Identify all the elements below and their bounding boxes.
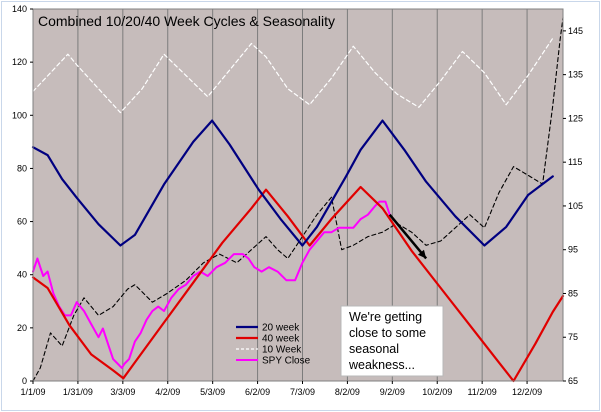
series-line-10-week — [32, 37, 554, 114]
y-right-tick-label: 75 — [568, 332, 578, 342]
y-left-tick-label: 80 — [17, 163, 27, 173]
y-left-tick-label: 60 — [17, 217, 27, 227]
x-tick-label: 5/3/09 — [200, 387, 225, 397]
y-right-tick-label: 145 — [568, 26, 583, 36]
annotation-line-2: close to some — [349, 326, 426, 340]
x-tick-label: 7/3/09 — [290, 387, 315, 397]
series-line-40-week — [31, 185, 565, 383]
y-left-tick-label: 0 — [22, 376, 27, 386]
trend-arrow-line — [388, 213, 428, 260]
x-tick-label: 12/2/09 — [512, 387, 542, 397]
legend-label: 20 week — [262, 323, 300, 334]
trend-arrow-head — [417, 249, 427, 259]
plot-area — [33, 9, 563, 381]
y-left-tick-label: 120 — [12, 57, 27, 67]
annotation-line-3: seasonal — [349, 342, 399, 356]
annotation-box: We're getting close to some seasonal wea… — [340, 305, 444, 377]
x-tick-label: 1/1/09 — [20, 387, 45, 397]
y-right-tick-label: 115 — [568, 157, 582, 167]
y-right-tick-label: 105 — [568, 201, 583, 211]
x-tick-label: 8/2/09 — [335, 387, 360, 397]
y-left-tick-label: 100 — [12, 110, 27, 120]
x-tick-label: 11/2/09 — [467, 387, 496, 397]
chart-title: Combined 10/20/40 Week Cycles & Seasonal… — [38, 13, 335, 29]
x-tick-label: 4/2/09 — [155, 387, 180, 397]
x-tick-label: 1/31/09 — [63, 387, 93, 397]
y-right-tick-label: 125 — [568, 113, 583, 123]
legend-label: 40 week — [262, 334, 300, 345]
annotation-line-1: We're getting — [349, 310, 422, 324]
x-tick-label: 10/2/09 — [422, 387, 452, 397]
y-left-tick-label: 20 — [17, 323, 27, 333]
series-line-20-week — [31, 119, 554, 247]
x-tick-label: 6/2/09 — [245, 387, 270, 397]
y-right-tick-label: 85 — [568, 288, 578, 298]
y-left-tick-label: 40 — [17, 270, 27, 280]
y-right-tick-label: 65 — [568, 376, 578, 386]
y-right-tick-label: 95 — [568, 245, 578, 255]
annotation-line-4: weakness... — [348, 358, 415, 372]
x-tick-label: 9/2/09 — [380, 387, 405, 397]
x-tick-label: 3/3/09 — [110, 387, 135, 397]
plot-border — [32, 8, 564, 382]
y-right-tick-label: 135 — [568, 70, 583, 80]
legend-label: 10 Week — [262, 345, 302, 356]
series-line-spy-close — [32, 200, 391, 369]
y-left-tick-label: 140 — [12, 4, 27, 14]
legend-label: SPY Close — [262, 356, 311, 367]
